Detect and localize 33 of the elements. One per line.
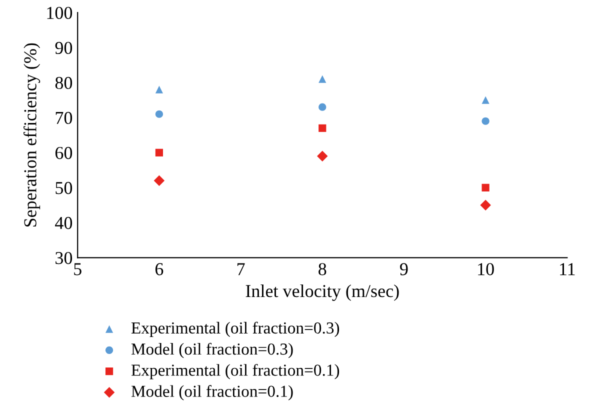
- y-tick-label: 80: [55, 76, 72, 90]
- x-axis-title: Inlet velocity (m/sec): [246, 284, 399, 301]
- x-tick-label: 8: [318, 263, 326, 276]
- x-tick-label: 6: [155, 263, 164, 276]
- point: [480, 200, 491, 211]
- x-tick-label: 9: [400, 263, 408, 276]
- y-tick-label: 100: [47, 6, 72, 20]
- y-tick-label: 50: [56, 182, 72, 194]
- legend-label: Experimental (oil fraction=0.1): [131, 364, 340, 380]
- legend-label: Model (oil fraction=0.1): [131, 385, 293, 400]
- point: [155, 110, 164, 118]
- point: [318, 124, 326, 132]
- point: [318, 103, 326, 111]
- y-axis-title: Seperation efficiency (%): [24, 43, 40, 226]
- y-tick-label: 40: [55, 216, 72, 230]
- point: [317, 150, 328, 162]
- x-tick-label: 7: [237, 263, 245, 276]
- point: [482, 184, 490, 192]
- point: [154, 175, 165, 186]
- point: [155, 86, 164, 94]
- y-tick-label: 90: [55, 42, 72, 54]
- point: [482, 96, 490, 104]
- point: [318, 75, 326, 83]
- y-tick-label: 30: [56, 252, 72, 264]
- legend-label: Model (oil fraction=0.3): [131, 342, 293, 358]
- y-tick-label: 60: [55, 146, 72, 160]
- x-tick-label: 10: [478, 263, 494, 276]
- y-tick-label: 70: [56, 112, 72, 124]
- x-tick-label: 5: [74, 263, 82, 276]
- point: [482, 117, 490, 125]
- legend-label: Experimental (oil fraction=0.3): [131, 322, 340, 337]
- x-tick-label: 11: [560, 263, 575, 276]
- point: [155, 148, 164, 156]
